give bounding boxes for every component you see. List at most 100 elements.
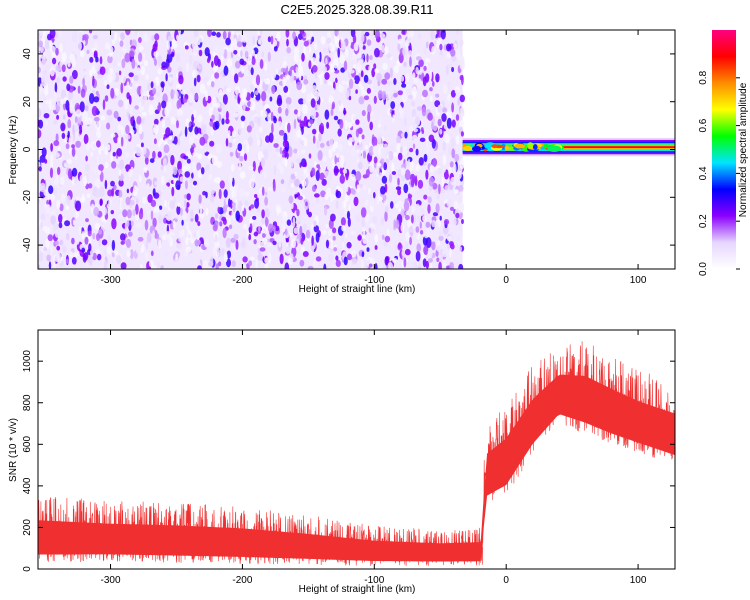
spectrogram-cell <box>78 124 83 135</box>
spectrogram-cell <box>397 242 402 250</box>
spectrogram-cell <box>167 66 172 73</box>
spectrogram-cell <box>93 206 100 217</box>
signal-band-blob <box>527 142 534 149</box>
spectrogram-cell <box>236 41 243 48</box>
snr-y-axis-label: SNR (10 * v/v) <box>8 418 19 482</box>
spectrogram-cell <box>212 246 217 257</box>
spectrogram-cell <box>293 148 298 154</box>
spectrogram-cell <box>394 203 400 209</box>
spectrogram-cell <box>50 245 53 255</box>
spectrogram-cell <box>285 97 292 105</box>
spectrogram-cell <box>436 257 440 263</box>
spectrogram-cell <box>367 111 371 123</box>
spectrogram-cell <box>248 233 252 241</box>
spectrogram-cell <box>317 30 320 35</box>
spectrogram-cell <box>415 66 419 75</box>
spectrogram-cell <box>442 262 447 267</box>
spectrogram-cell <box>372 145 379 156</box>
spectrogram-cell <box>106 84 110 89</box>
spectrogram-cell <box>40 221 43 229</box>
spectrogram-cell <box>176 120 179 129</box>
spectrogram-cell <box>370 83 374 95</box>
spectrogram-cell <box>75 109 82 118</box>
spectrogram-cell <box>150 199 157 207</box>
spectrogram-cell <box>277 106 282 114</box>
spectrogram-cell <box>112 61 117 68</box>
spectrogram-cell <box>446 117 452 129</box>
spectrogram-cell <box>397 38 404 45</box>
spectrogram-cell <box>141 96 145 107</box>
spectrogram-cell <box>416 243 422 253</box>
spectrogram-cell <box>310 30 314 37</box>
spectrogram-cell <box>298 58 302 68</box>
spectrogram-cell <box>429 87 433 92</box>
spectrogram-cell <box>447 63 453 69</box>
spectrogram-cell <box>287 257 293 265</box>
spectrogram-cell <box>61 64 66 73</box>
spectrogram-cell <box>42 30 47 37</box>
spectrogram-cell <box>242 256 248 263</box>
spectrogram-cell <box>73 219 76 226</box>
spectrogram-cell <box>79 101 85 113</box>
spectrogram-cell <box>176 135 181 146</box>
spectrogram-cell <box>272 240 277 246</box>
spectrogram-cell <box>365 169 370 178</box>
spectrogram-cell <box>245 245 250 251</box>
spectrogram-cell <box>44 226 51 235</box>
spectrogram-cell <box>150 250 154 257</box>
spectrogram-cell <box>223 65 229 76</box>
spectrogram-cell <box>391 178 398 188</box>
spectrogram-cell <box>121 96 126 101</box>
spectrogram-cell <box>220 53 224 64</box>
spectrogram-cell <box>85 142 91 151</box>
spectrogram-cell <box>56 114 60 120</box>
spectrogram-cell <box>338 143 343 152</box>
spectrogram-cell <box>362 45 366 50</box>
spectrogram-cell <box>454 89 459 95</box>
spectrogram-cell <box>335 77 338 84</box>
spectrogram-cell <box>38 129 42 139</box>
spectrogram-cell <box>199 83 206 94</box>
y-tick-label: 1000 <box>22 350 33 373</box>
spectrogram-cell <box>126 209 132 219</box>
spectrogram-cell <box>383 264 387 269</box>
spectrogram-cell <box>160 265 164 269</box>
colorbar-label: Normalized spectral amplitude <box>738 82 749 217</box>
spectrogram-cell <box>360 70 364 78</box>
spectrogram-cell <box>449 261 454 269</box>
x-tick-label: -200 <box>232 575 252 586</box>
spectrogram-cell <box>412 247 416 258</box>
spectrogram-cell <box>271 69 277 79</box>
spectrogram-cell <box>261 237 268 245</box>
spectrogram-cell <box>370 115 376 122</box>
spectrogram-cell <box>295 70 300 79</box>
spectrogram-cell <box>348 78 354 90</box>
spectrogram-cell <box>325 223 329 229</box>
spectrogram-cell <box>448 127 451 134</box>
spectrogram-cell <box>83 134 89 145</box>
spectrogram-cell <box>267 36 271 43</box>
spectrogram-cell <box>71 176 75 186</box>
spectrogram-cell <box>409 187 416 195</box>
spectrogram-cell <box>175 241 182 249</box>
spectrogram-cell <box>351 147 357 158</box>
spectrogram-cell <box>273 117 277 124</box>
spectrogram-cell <box>116 164 120 169</box>
spectrogram-cell <box>205 94 209 102</box>
spectrogram-cell <box>205 207 209 216</box>
spectrogram-cell <box>152 87 157 95</box>
x-tick-label: 100 <box>630 275 647 286</box>
spectrogram-cell <box>393 78 397 85</box>
spectrogram-cell <box>169 200 176 210</box>
spectrogram-cell <box>213 45 220 54</box>
spectrogram-cell <box>93 50 98 56</box>
spectrogram-cell <box>387 108 391 116</box>
spectrogram-cell <box>172 90 176 95</box>
spectrogram-cell <box>417 33 422 39</box>
spectrogram-cell <box>74 116 78 124</box>
spectrogram-cell <box>393 152 398 158</box>
spectrogram-cell <box>164 199 167 208</box>
spectrogram-cell <box>227 130 231 138</box>
spectrogram-cell <box>197 65 203 75</box>
spectrogram-cell <box>56 199 61 210</box>
